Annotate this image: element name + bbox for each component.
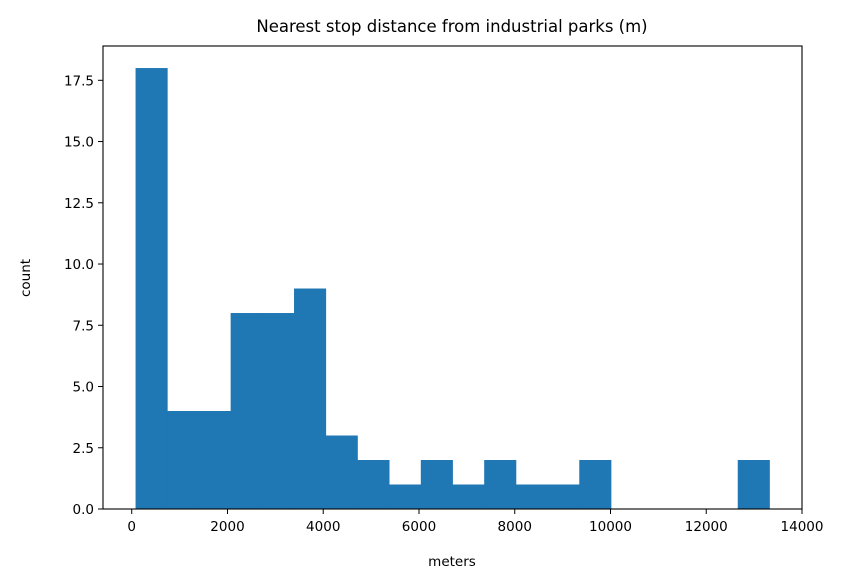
histogram-bar [547,484,580,509]
histogram-bar [262,313,295,509]
y-tick-label: 2.5 [73,441,94,457]
histogram-bar [484,460,517,509]
x-tick-label: 12000 [685,519,728,535]
histogram-bar [325,435,358,509]
x-tick-label: 4000 [306,519,340,535]
histogram-bar [198,411,232,509]
x-tick-label: 10000 [589,519,632,535]
histogram-bar [357,460,390,509]
y-tick-label: 17.5 [64,73,94,89]
histogram-bar [294,288,327,509]
x-tick-label: 0 [127,519,136,535]
x-tick-label: 8000 [498,519,532,535]
y-axis-label: count [18,259,34,297]
histogram-bar [230,313,263,509]
chart-title: Nearest stop distance from industrial pa… [256,17,647,36]
x-tick-label: 14000 [781,519,824,535]
y-axis-ticks: 0.0 2.5 5.0 7.5 10.0 12.5 15.0 17.5 [64,73,103,518]
histogram-bar [737,460,770,509]
x-tick-label: 6000 [402,519,436,535]
y-tick-label: 10.0 [64,257,94,273]
histogram-bar [579,460,612,509]
histogram-bar [167,411,200,509]
histogram-bar [389,484,422,509]
y-tick-label: 15.0 [64,135,94,151]
y-tick-label: 5.0 [73,380,94,396]
x-tick-label: 2000 [210,519,244,535]
x-axis-label: meters [428,554,476,570]
bars-group [135,68,770,510]
y-tick-label: 7.5 [73,318,94,334]
y-tick-label: 0.0 [73,502,94,518]
histogram-bar [135,68,168,510]
plot-frame [102,45,803,510]
histogram-bar [515,484,548,509]
histogram-bar [420,460,453,509]
x-axis-ticks: 0 2000 4000 6000 8000 10000 12000 14000 [127,509,823,535]
y-tick-label: 12.5 [64,196,94,212]
histogram-bar [452,484,485,509]
